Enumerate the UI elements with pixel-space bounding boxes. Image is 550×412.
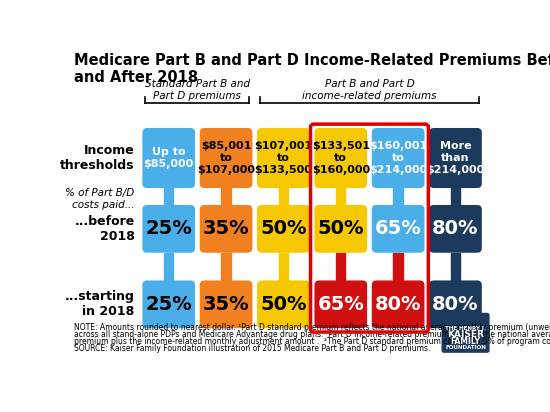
Text: $133,501
to
$160,000: $133,501 to $160,000 bbox=[312, 141, 370, 175]
Text: 50%: 50% bbox=[317, 219, 364, 239]
Text: 50%: 50% bbox=[260, 295, 307, 314]
FancyBboxPatch shape bbox=[200, 128, 252, 188]
FancyBboxPatch shape bbox=[257, 281, 310, 328]
FancyBboxPatch shape bbox=[429, 281, 482, 328]
Text: ...starting
in 2018: ...starting in 2018 bbox=[65, 290, 135, 318]
FancyBboxPatch shape bbox=[372, 281, 425, 328]
Text: KAISER: KAISER bbox=[447, 330, 484, 339]
Text: 65%: 65% bbox=[317, 295, 364, 314]
Text: Up to
$85,000: Up to $85,000 bbox=[144, 147, 194, 169]
Text: 25%: 25% bbox=[145, 219, 192, 239]
FancyBboxPatch shape bbox=[315, 128, 367, 188]
FancyBboxPatch shape bbox=[200, 205, 252, 253]
FancyBboxPatch shape bbox=[429, 205, 482, 253]
Text: Medicare Part B and Part D Income-Related Premiums Before
and After 2018: Medicare Part B and Part D Income-Relate… bbox=[74, 52, 550, 85]
Text: Part B and Part D
income-related premiums: Part B and Part D income-related premium… bbox=[302, 80, 437, 101]
Text: 80%: 80% bbox=[432, 295, 478, 314]
FancyBboxPatch shape bbox=[200, 281, 252, 328]
Text: More
than
$214,000: More than $214,000 bbox=[426, 141, 485, 175]
FancyBboxPatch shape bbox=[142, 128, 195, 188]
Text: 35%: 35% bbox=[203, 219, 249, 239]
Text: % of Part B/D
costs paid...: % of Part B/D costs paid... bbox=[65, 188, 135, 210]
FancyBboxPatch shape bbox=[257, 128, 310, 188]
Text: $107,001
to
$133,500: $107,001 to $133,500 bbox=[254, 141, 312, 175]
FancyBboxPatch shape bbox=[315, 281, 367, 328]
Text: 50%: 50% bbox=[260, 219, 307, 239]
FancyBboxPatch shape bbox=[429, 128, 482, 188]
Text: 80%: 80% bbox=[375, 295, 421, 314]
Text: $85,001
to
$107,000: $85,001 to $107,000 bbox=[197, 141, 255, 175]
FancyBboxPatch shape bbox=[372, 128, 425, 188]
Text: 80%: 80% bbox=[432, 219, 478, 239]
Text: ...before
2018: ...before 2018 bbox=[74, 215, 135, 243]
Text: NOTE: Amounts rounded to nearest dollar. ¹Part D standard premium reflects the n: NOTE: Amounts rounded to nearest dollar.… bbox=[74, 323, 550, 332]
Text: $160,001
to
$214,000: $160,001 to $214,000 bbox=[369, 141, 427, 175]
FancyBboxPatch shape bbox=[315, 205, 367, 253]
Text: THE HENRY J.: THE HENRY J. bbox=[445, 326, 486, 331]
Text: Standard Part B and
Part D premiums: Standard Part B and Part D premiums bbox=[145, 80, 250, 101]
Text: FAMILY: FAMILY bbox=[450, 337, 481, 346]
FancyBboxPatch shape bbox=[142, 205, 195, 253]
Text: 25%: 25% bbox=[145, 295, 192, 314]
Text: premium plus the income-related monthly adjustment amount .  ²The Part D standar: premium plus the income-related monthly … bbox=[74, 337, 550, 346]
FancyBboxPatch shape bbox=[442, 313, 490, 353]
Text: FOUNDATION: FOUNDATION bbox=[445, 345, 486, 350]
Text: Income
thresholds: Income thresholds bbox=[60, 144, 135, 172]
Text: SOURCE: Kaiser Family Foundation illustration of 2015 Medicare Part B and Part D: SOURCE: Kaiser Family Foundation illustr… bbox=[74, 344, 431, 353]
Text: 35%: 35% bbox=[203, 295, 249, 314]
Text: 65%: 65% bbox=[375, 219, 421, 239]
FancyBboxPatch shape bbox=[142, 281, 195, 328]
FancyBboxPatch shape bbox=[257, 205, 310, 253]
FancyBboxPatch shape bbox=[372, 205, 425, 253]
Text: across all stand-alone PDPs and Medicare Advantage drug plans.  Part D income-re: across all stand-alone PDPs and Medicare… bbox=[74, 330, 550, 339]
